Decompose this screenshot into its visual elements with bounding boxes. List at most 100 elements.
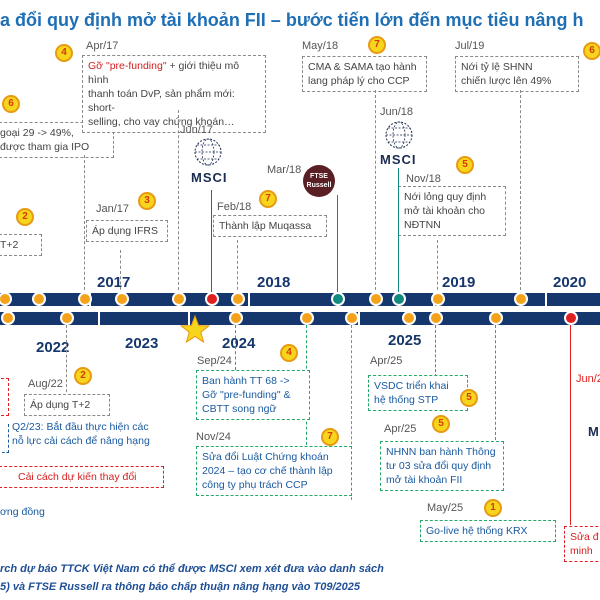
date-may18: May/18 bbox=[302, 40, 339, 52]
timeline-dot bbox=[172, 292, 186, 306]
timeline-dot bbox=[431, 292, 445, 306]
date-apr17: Apr/17 bbox=[86, 40, 119, 52]
footer-line-2: 5) và FTSE Russell ra thông báo chấp thu… bbox=[0, 581, 361, 593]
timeline-bar-upper bbox=[0, 293, 600, 306]
date-nov18: Nov/18 bbox=[406, 173, 441, 185]
legend-expected-reform: Cải cách dự kiến thay đổi bbox=[0, 466, 164, 488]
timeline-dot bbox=[331, 292, 345, 306]
date-jun17: Jun/17 bbox=[180, 124, 214, 136]
badge-5: 5 bbox=[460, 389, 478, 407]
timeline-dot bbox=[32, 292, 46, 306]
connector bbox=[495, 325, 496, 440]
timeline-dot bbox=[402, 311, 416, 325]
timeline-dot bbox=[429, 311, 443, 325]
year-label: 2025 bbox=[388, 332, 422, 349]
date-jan17: Jan/17 bbox=[96, 203, 130, 215]
event-box-securities-law-2024: Sửa đổi Luật Chứng khoán 2024 – tạo cơ c… bbox=[196, 446, 352, 496]
badge-1: 1 bbox=[484, 499, 502, 517]
connector bbox=[120, 250, 121, 295]
msci-logo-2018: MSCI bbox=[380, 152, 417, 167]
date-may25: May/25 bbox=[427, 502, 464, 514]
date-sep24: Sep/24 bbox=[197, 355, 232, 367]
page-title: a đổi quy định mở tài khoản FII – bước t… bbox=[0, 10, 584, 30]
year-label: 2022 bbox=[36, 339, 70, 356]
date-jun25: Jun/2 bbox=[576, 373, 600, 385]
msci-logo-2017: MSCI bbox=[191, 170, 228, 185]
badge-2: 2 bbox=[74, 367, 92, 385]
connector bbox=[66, 325, 67, 397]
timeline-dot bbox=[369, 292, 383, 306]
event-box-cma-sama: CMA & SAMA tạo hành lang pháp lý cho CCP bbox=[302, 56, 427, 92]
date-aug22: Aug/22 bbox=[28, 378, 63, 390]
year-label: 2018 bbox=[257, 274, 291, 291]
badge-4: 4 bbox=[55, 44, 73, 62]
timeline-dot bbox=[229, 311, 243, 325]
timeline-dot bbox=[514, 292, 528, 306]
date-jul19: Jul/19 bbox=[455, 40, 485, 52]
badge-5: 5 bbox=[432, 415, 450, 433]
date-jun18: Jun/18 bbox=[380, 106, 414, 118]
event-box-fii-loosening: Nới lỏng quy định mở tài khoản cho NĐTNN bbox=[398, 186, 506, 236]
timeline-dot bbox=[231, 292, 245, 306]
timeline-dot bbox=[392, 292, 406, 306]
year-label: 2019 bbox=[442, 274, 476, 291]
event-box-ifrs: Áp dụng IFRS bbox=[86, 220, 168, 242]
timeline-dot bbox=[0, 292, 12, 306]
connector bbox=[570, 325, 571, 525]
badge-3: 3 bbox=[138, 192, 156, 210]
event-box-muqassa: Thành lập Muqassa bbox=[213, 215, 327, 237]
bar-tick bbox=[188, 310, 190, 327]
msci-globe-icon bbox=[194, 138, 222, 166]
timeline-dot bbox=[345, 311, 359, 325]
msci-logo-partial: M bbox=[588, 424, 599, 439]
timeline-dot bbox=[205, 292, 219, 306]
badge-7: 7 bbox=[259, 190, 277, 208]
connector bbox=[178, 110, 179, 295]
timeline-dot bbox=[564, 311, 578, 325]
event-box-vsdc-stp: VSDC triển khai hệ thống STP bbox=[368, 375, 468, 411]
connector bbox=[84, 155, 85, 295]
connector bbox=[375, 90, 376, 295]
event-box-shnn-49: Nới tỷ lệ SHNN chiến lược lên 49% bbox=[455, 56, 579, 92]
connector bbox=[237, 240, 238, 295]
bar-tick bbox=[358, 310, 360, 327]
badge-2: 2 bbox=[16, 208, 34, 226]
year-label: 2024 bbox=[222, 335, 256, 352]
event-box-t2-2022: Áp dụng T+2 bbox=[24, 394, 110, 416]
badge-4: 4 bbox=[280, 344, 298, 362]
year-label: 2023 bbox=[125, 335, 159, 352]
event-box-amendment: Sửa đ minh bbox=[564, 526, 600, 562]
event-box-t2: T+2 bbox=[0, 234, 42, 256]
connector bbox=[520, 90, 521, 295]
note-bracket bbox=[2, 424, 9, 453]
badge-5: 5 bbox=[456, 156, 474, 174]
connector bbox=[351, 325, 352, 500]
badge-6: 6 bbox=[2, 95, 20, 113]
timeline-dot bbox=[78, 292, 92, 306]
event-box-circular-03: NHNN ban hành Thông tư 03 sửa đổi quy đị… bbox=[380, 441, 504, 491]
star-icon bbox=[180, 315, 210, 344]
badge-7: 7 bbox=[321, 428, 339, 446]
badge-7: 7 bbox=[368, 36, 386, 54]
timeline-dot bbox=[60, 311, 74, 325]
bar-tick bbox=[545, 291, 547, 308]
date-apr25: Apr/25 bbox=[370, 355, 403, 367]
date-mar18: Mar/18 bbox=[267, 164, 302, 176]
date-apr25: Apr/25 bbox=[384, 423, 417, 435]
date-feb18: Feb/18 bbox=[217, 201, 252, 213]
event-box-krx-go-live: Go-live hệ thống KRX bbox=[420, 520, 556, 542]
timeline-dot bbox=[115, 292, 129, 306]
connector bbox=[398, 168, 399, 295]
bar-tick bbox=[248, 291, 250, 308]
event-box-tt68: Ban hành TT 68 -> Gỡ "pre-funding" & CBT… bbox=[196, 370, 310, 420]
msci-globe-icon bbox=[385, 121, 413, 149]
timeline-dot bbox=[300, 311, 314, 325]
footer-line-1: rch dự báo TTCK Việt Nam có thể được MSC… bbox=[0, 563, 384, 575]
year-label: 2020 bbox=[553, 274, 587, 291]
event-box-pre-funding-2017: Gỡ "pre-funding" + giới thiệu mô hình th… bbox=[82, 55, 266, 133]
connector bbox=[435, 325, 436, 377]
note-q2-23: Q2/23: Bắt đầu thực hiện các nỗ lực cải … bbox=[12, 421, 150, 447]
timeline-dot bbox=[489, 311, 503, 325]
legend-text: ơng đồng bbox=[0, 506, 45, 518]
connector bbox=[235, 325, 236, 370]
